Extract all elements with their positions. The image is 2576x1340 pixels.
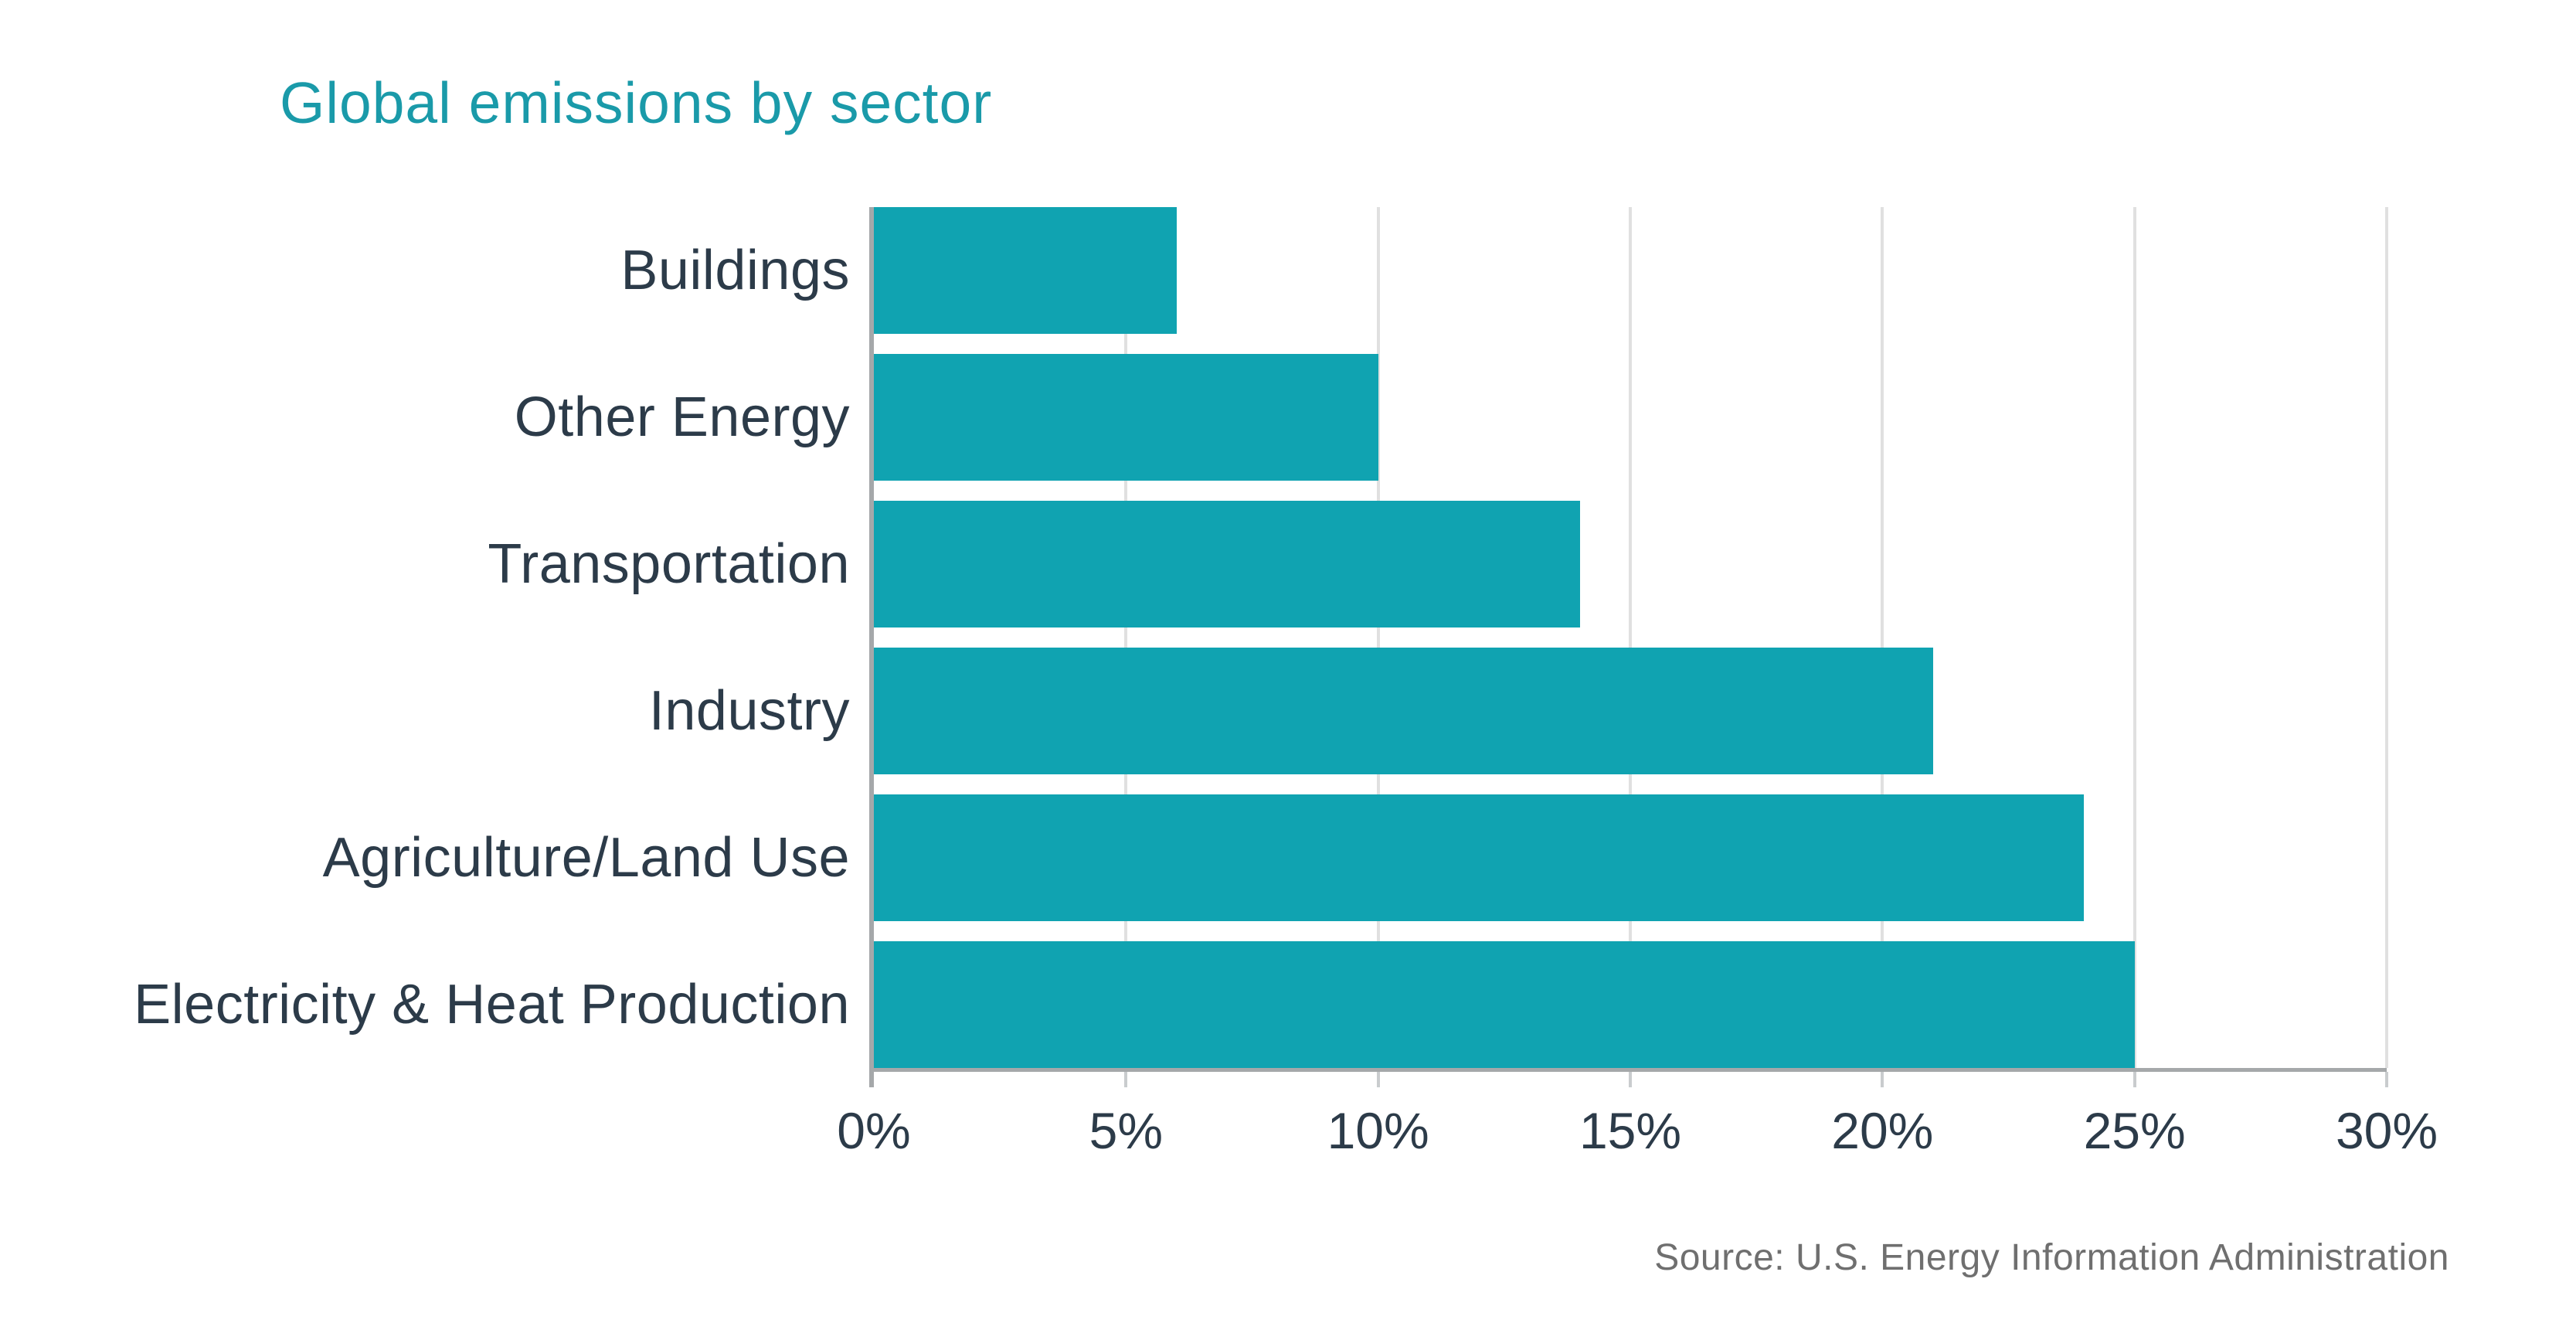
x-axis-tick-label: 5% [1089,1102,1164,1159]
chart-title: Global emissions by sector [280,70,993,135]
x-axis-tick [1881,1072,1884,1087]
y-axis-line [869,207,874,1087]
gridline-5% [1124,207,1128,1068]
x-axis-tick [1124,1072,1128,1087]
x-axis-tick-label: 0% [837,1102,911,1159]
x-axis-tick-label: 30% [2335,1102,2438,1159]
category-label: Buildings [620,240,850,301]
category-labels: Buildings Other Energy Transportation Indus… [0,207,850,1068]
x-axis-tick [2385,1072,2388,1087]
x-axis-tick [1629,1072,1632,1087]
bar [874,648,1933,774]
gridline-20% [1881,207,1884,1068]
bar [874,207,1177,334]
x-axis-tick-label: 20% [1831,1102,1934,1159]
x-axis-tick-label: 25% [2083,1102,2186,1159]
x-axis-tick [1376,1072,1380,1087]
category-label: Transportation [488,533,850,595]
bar [874,941,2135,1068]
bar [874,794,2085,921]
bar [874,501,1580,627]
x-axis-line [869,1068,2387,1072]
x-axis-tick-label: 10% [1327,1102,1429,1159]
category-label: Industry [648,680,850,742]
bar [874,354,1378,481]
gridline-25% [2133,207,2136,1068]
gridline-10% [1376,207,1380,1068]
category-label: Electricity & Heat Production [134,974,850,1036]
source-note: Source: U.S. Energy Information Administ… [1654,1237,2449,1278]
plot-area [869,207,2388,1087]
gridline-15% [1629,207,1632,1068]
category-label: Agriculture/Land Use [322,827,850,889]
gridline-30% [2385,207,2388,1068]
category-label: Other Energy [514,386,850,448]
x-axis-tick [2133,1072,2136,1087]
x-axis-tick-label: 15% [1579,1102,1682,1159]
